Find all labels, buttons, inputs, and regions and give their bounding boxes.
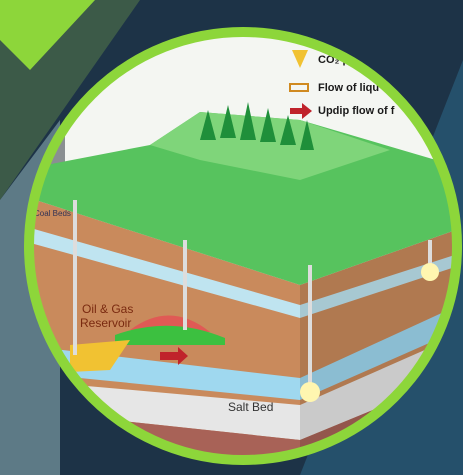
legend-label: Updip flow of f [318,105,395,117]
reservoir-label: Oil & Gas [82,302,133,316]
injection-glow [421,263,439,281]
salt-bed [31,330,455,440]
legend-swatch [289,83,309,92]
salt-bed-label: Salt Bed [228,400,273,414]
aquifer-lower [31,300,455,400]
co2-plume [70,340,130,372]
legend-label: Flow of liqu [318,82,379,94]
trees [200,102,314,150]
injection-glow [300,382,320,402]
updip-arrow [160,347,188,365]
oil-zone [115,325,225,345]
accent-band [0,0,95,70]
legend-swatch [292,50,308,68]
circle-frame [24,27,462,465]
coal-beds-label: Coal Beds [34,209,71,218]
aquifer-upper [31,225,455,318]
reservoir-label: Reservoir [80,316,131,330]
legend-swatch [290,103,312,119]
